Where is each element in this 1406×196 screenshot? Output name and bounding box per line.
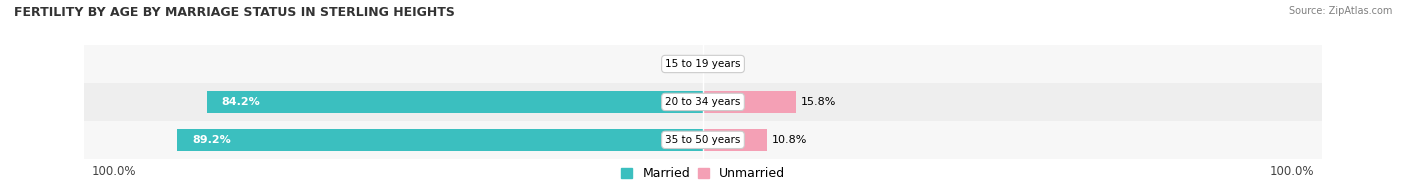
Bar bbox=[207, 91, 703, 113]
Text: Source: ZipAtlas.com: Source: ZipAtlas.com bbox=[1288, 6, 1392, 16]
Bar bbox=[84, 121, 1322, 159]
Text: 20 to 34 years: 20 to 34 years bbox=[665, 97, 741, 107]
Text: 89.2%: 89.2% bbox=[193, 135, 231, 145]
Bar bbox=[84, 45, 1322, 83]
Text: FERTILITY BY AGE BY MARRIAGE STATUS IN STERLING HEIGHTS: FERTILITY BY AGE BY MARRIAGE STATUS IN S… bbox=[14, 6, 456, 19]
Text: 35 to 50 years: 35 to 50 years bbox=[665, 135, 741, 145]
Text: 0.0%: 0.0% bbox=[707, 59, 735, 69]
Text: 0.0%: 0.0% bbox=[671, 59, 699, 69]
Bar bbox=[703, 91, 796, 113]
Text: 15 to 19 years: 15 to 19 years bbox=[665, 59, 741, 69]
Text: 10.8%: 10.8% bbox=[772, 135, 807, 145]
Text: 84.2%: 84.2% bbox=[222, 97, 260, 107]
Bar bbox=[177, 129, 703, 151]
Bar bbox=[703, 129, 766, 151]
Bar bbox=[84, 83, 1322, 121]
Legend: Married, Unmarried: Married, Unmarried bbox=[621, 167, 785, 180]
Text: 15.8%: 15.8% bbox=[801, 97, 837, 107]
